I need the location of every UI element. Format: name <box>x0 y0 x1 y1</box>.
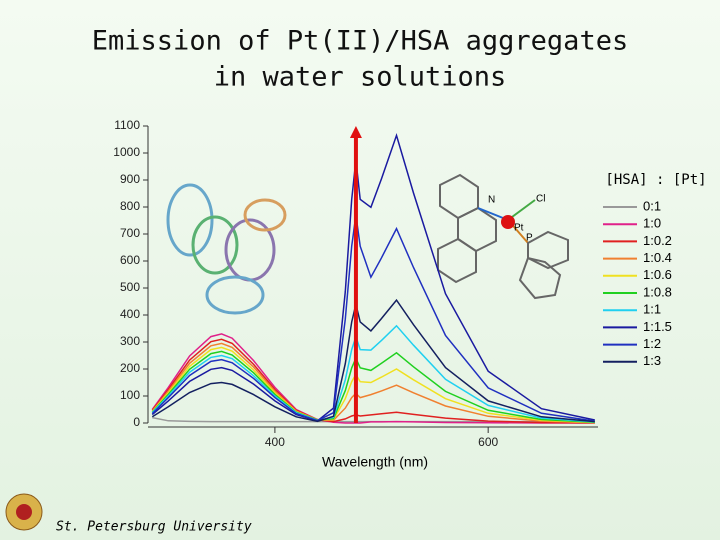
y-tick-label: 700 <box>120 226 140 240</box>
legend-title: [HSA] : [Pt] <box>605 172 706 188</box>
peak-arrowhead <box>349 126 362 138</box>
protein-image <box>166 183 287 315</box>
atom-label: Pt <box>514 223 524 234</box>
molecule-image <box>437 173 569 300</box>
legend-label: 1:1 <box>643 302 661 317</box>
atom-label: P <box>526 233 533 244</box>
y-tick-label: 200 <box>120 361 140 375</box>
series-line <box>151 346 595 424</box>
x-tick-label: 400 <box>265 435 285 449</box>
legend-label: 1:2 <box>643 336 661 351</box>
legend-label: 1:0.4 <box>643 250 672 265</box>
y-tick-label: 300 <box>120 334 140 348</box>
y-tick-label: 0 <box>133 415 140 429</box>
university-logo <box>5 493 43 531</box>
footer: St. Petersburg University <box>56 520 252 535</box>
atom-label: N <box>488 195 495 206</box>
series-line <box>151 338 595 424</box>
y-tick-label: 1000 <box>113 145 140 159</box>
x-tick-label: 600 <box>478 435 498 449</box>
x-axis-label: Wavelength (nm) <box>322 454 428 470</box>
atom-label: Cl <box>536 194 545 205</box>
series-line <box>151 324 595 423</box>
y-tick-label: 900 <box>120 172 140 186</box>
series-line <box>151 214 595 422</box>
legend-label: 1:0.8 <box>643 284 672 299</box>
legend-label: 1:1.5 <box>643 319 672 334</box>
y-tick-label: 100 <box>120 388 140 402</box>
y-tick-label: 400 <box>120 307 140 321</box>
title: in water solutions <box>214 62 507 93</box>
legend-label: 1:0 <box>643 216 661 231</box>
legend-label: 1:0.2 <box>643 233 672 248</box>
y-tick-label: 1100 <box>114 118 140 132</box>
y-tick-label: 800 <box>120 199 140 213</box>
series-line <box>151 342 595 424</box>
legend-label: 1:3 <box>643 353 661 368</box>
legend-label: 1:0.6 <box>643 267 672 282</box>
legend-label: 0:1 <box>643 198 661 213</box>
series-line <box>151 350 595 423</box>
y-tick-label: 600 <box>120 253 140 267</box>
series-line <box>151 333 595 424</box>
series-line <box>151 132 595 422</box>
y-tick-label: 500 <box>120 280 140 294</box>
title: Emission of Pt(II)/HSA aggregates <box>92 26 628 57</box>
series-line <box>151 298 595 423</box>
